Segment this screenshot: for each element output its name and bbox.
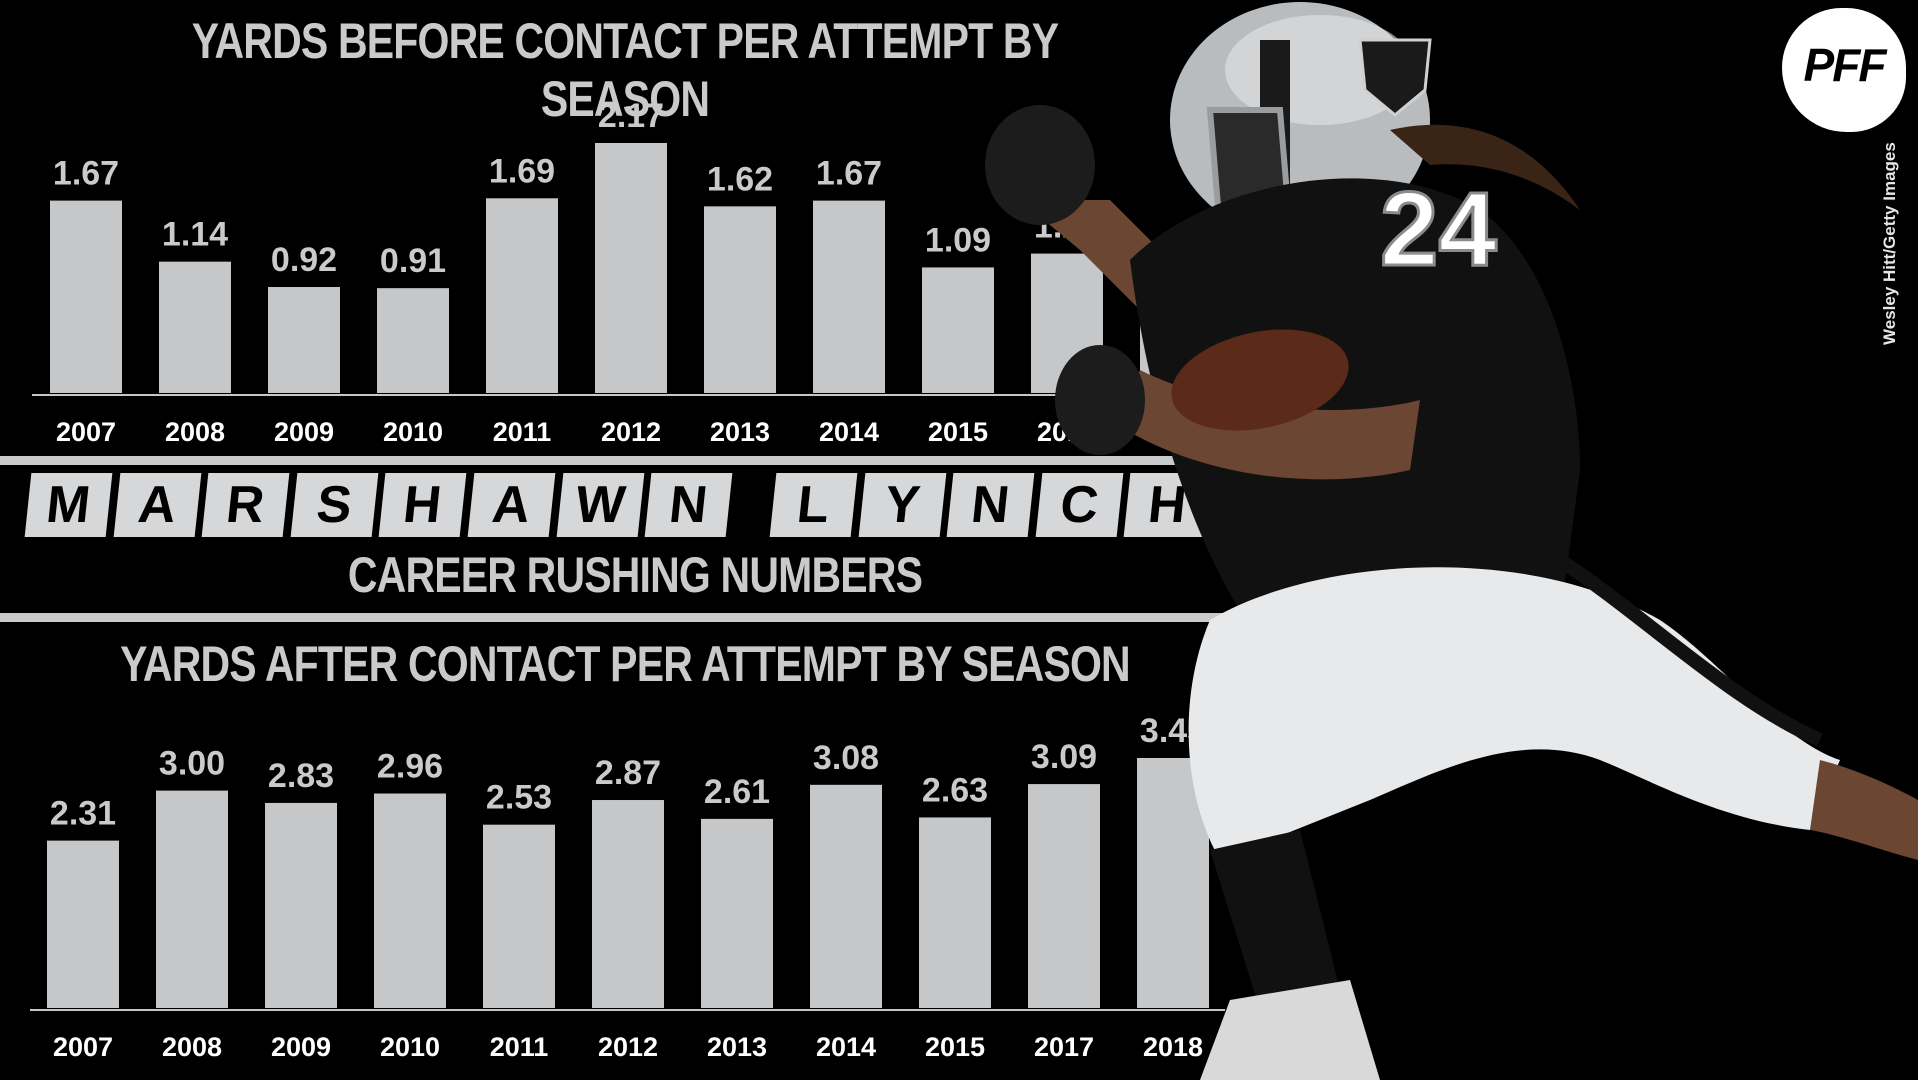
- x-tick-label: 2007: [56, 417, 116, 447]
- data-label: 3.08: [813, 739, 879, 777]
- jersey: [1130, 178, 1580, 640]
- x-tick-label: 2012: [601, 417, 661, 447]
- divider-bottom: [0, 613, 1440, 622]
- raiders-shield-icon: [1358, 38, 1432, 117]
- bar: [483, 824, 555, 1008]
- bar: [922, 267, 994, 393]
- data-label: 0.91: [380, 242, 446, 280]
- data-label: 0.92: [271, 241, 337, 279]
- x-tick-label: 2014: [819, 417, 879, 447]
- x-tick-label: 2013: [710, 417, 770, 447]
- pants-stripe: [1556, 554, 1823, 747]
- bar: [156, 790, 228, 1008]
- x-tick-label: 2018: [1143, 1032, 1203, 1062]
- bar: [810, 784, 882, 1008]
- pff-logo-text: PFF: [1803, 39, 1887, 91]
- subtitle: CAREER RUSHING NUMBERS: [347, 547, 923, 603]
- x-tick-label: 2014: [816, 1032, 876, 1062]
- data-label: 2.96: [377, 748, 443, 786]
- x-tick-label: 2013: [707, 1032, 767, 1062]
- data-label: 2.87: [595, 754, 661, 792]
- bar: [268, 287, 340, 393]
- data-label: 1.14: [162, 216, 228, 254]
- bar: [374, 793, 446, 1008]
- glove-carry: [1055, 345, 1145, 455]
- chart-before-contact: 1.67 2007 1.14 2008 0.92 2009 0.91 2010 1.69 2011…: [32, 97, 1218, 447]
- bar: [704, 206, 776, 393]
- football: [1171, 329, 1349, 431]
- bar: [592, 800, 664, 1008]
- bar: [813, 200, 885, 393]
- x-tick-label: 2011: [490, 1032, 549, 1062]
- data-label: 1.09: [925, 221, 991, 259]
- data-label: 2.83: [268, 757, 334, 795]
- x-tick-label: 2015: [925, 1032, 985, 1062]
- data-label: 2.31: [50, 795, 116, 833]
- x-tick-label: 2009: [271, 1032, 331, 1062]
- chart-title-before-contact: YARDS BEFORE CONTACT PER ATTEMPT BY SEAS…: [191, 13, 1059, 127]
- jersey-number: 24: [1380, 171, 1497, 288]
- x-tick-label: 2010: [380, 1032, 440, 1062]
- data-label: 3.09: [1031, 738, 1097, 776]
- data-label: 2.63: [922, 771, 988, 809]
- pff-logo: PFF: [1782, 8, 1906, 132]
- pants: [1188, 567, 1840, 860]
- bar: [595, 143, 667, 393]
- data-label: 2.17: [598, 97, 664, 135]
- photo-credit: Wesley Hitt/Getty Images: [1880, 142, 1899, 345]
- bar: [159, 261, 231, 393]
- bar: [919, 817, 991, 1008]
- bar: [50, 200, 122, 393]
- x-tick-label: 2008: [165, 417, 225, 447]
- x-tick-label: 2017: [1034, 1032, 1094, 1062]
- data-label: 3.00: [159, 745, 225, 783]
- data-label: 1.67: [53, 155, 119, 193]
- x-tick-label: 2010: [383, 417, 443, 447]
- data-label: 1.67: [816, 155, 882, 193]
- bar: [265, 802, 337, 1008]
- bar: [486, 198, 558, 393]
- dreadlocks: [1390, 124, 1580, 210]
- cleat: [1200, 980, 1380, 1080]
- data-label: 1.62: [707, 160, 773, 198]
- data-label: 2.61: [704, 773, 770, 811]
- bar: [701, 818, 773, 1008]
- bar: [1028, 784, 1100, 1008]
- glove-raised: [985, 105, 1095, 225]
- data-label: 1.69: [489, 152, 555, 190]
- data-label: 2.53: [486, 779, 552, 817]
- player-photo: 24: [985, 2, 1918, 1080]
- x-tick-label: 2011: [493, 417, 552, 447]
- back-leg: [1810, 760, 1918, 860]
- x-tick-label: 2009: [274, 417, 334, 447]
- bar: [377, 288, 449, 393]
- bar: [47, 840, 119, 1008]
- sock: [1210, 830, 1340, 1010]
- chart-title-after-contact: YARDS AFTER CONTACT PER ATTEMPT BY SEASO…: [120, 636, 1131, 692]
- x-tick-label: 2007: [53, 1032, 113, 1062]
- x-tick-label: 2012: [598, 1032, 658, 1062]
- x-tick-label: 2008: [162, 1032, 222, 1062]
- divider-top: [0, 456, 1270, 465]
- x-tick-label: 2015: [928, 417, 988, 447]
